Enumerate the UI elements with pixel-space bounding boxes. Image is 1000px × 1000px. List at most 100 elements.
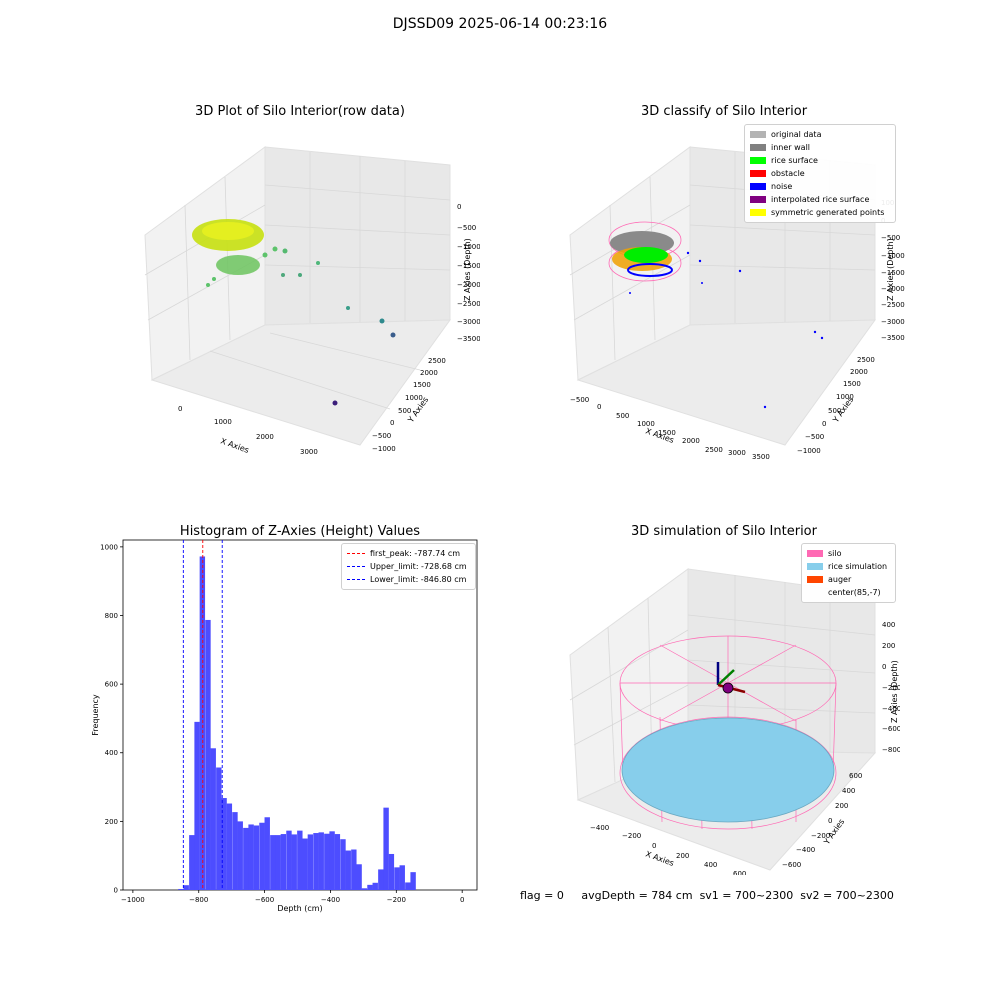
histogram-bar xyxy=(388,853,395,890)
simulation-legend-swatch xyxy=(807,576,823,583)
classify-legend-item: symmetric generated points xyxy=(750,206,890,219)
classify-ztick: −2500 xyxy=(881,301,905,309)
histogram-ylabel: Frequency xyxy=(91,694,100,736)
histogram-ytick-label: 400 xyxy=(105,749,118,757)
histogram-bar xyxy=(405,882,411,890)
histogram-bar xyxy=(259,822,265,890)
histogram-bar xyxy=(264,817,270,890)
simulation-legend-label: auger xyxy=(828,575,852,584)
simulation-legend-item: auger xyxy=(807,573,890,586)
classify-xtick: 1000 xyxy=(637,420,655,428)
raw-3d-plot: 0 −500 −1000 −1500 −2000 −2500 −3000 −35… xyxy=(144,146,480,455)
histogram-bar xyxy=(345,850,351,890)
raw-ytick: 0 xyxy=(390,419,394,427)
histogram-xtick-label: −800 xyxy=(189,896,208,904)
simulation-ytick: −600 xyxy=(782,861,801,869)
raw-ytick: 2000 xyxy=(420,369,438,377)
histogram-xtick-label: −400 xyxy=(321,896,340,904)
histogram-title: Histogram of Z-Axies (Height) Values xyxy=(179,524,421,539)
classify-legend-label: obstacle xyxy=(771,169,805,178)
raw-ytick: −500 xyxy=(372,432,391,440)
classify-legend-label: original data xyxy=(771,130,822,139)
histogram-bar xyxy=(243,827,249,890)
simulation-ztick: 200 xyxy=(882,642,895,650)
classify-ztick: −2000 xyxy=(881,285,905,293)
classify-legend-item: inner wall xyxy=(750,141,890,154)
classify-legend-swatch xyxy=(750,131,766,138)
histogram-bar xyxy=(378,869,384,890)
histogram-bar xyxy=(237,821,243,890)
histogram-legend-item: Upper_limit: -728.68 cm xyxy=(347,560,470,573)
histogram-bar xyxy=(324,833,330,890)
simulation-legend-item: silo xyxy=(807,547,890,560)
histogram-bar xyxy=(280,834,287,890)
classify-noise-ring xyxy=(627,263,673,277)
histogram-bar xyxy=(372,882,378,890)
simulation-legend-label: center(85,-7) xyxy=(828,588,881,597)
classify-legend-label: inner wall xyxy=(771,143,811,152)
histogram-ytick-label: 800 xyxy=(105,612,118,620)
raw-pane-floor xyxy=(150,319,451,446)
classify-xtick: 0 xyxy=(597,403,601,411)
histogram-bar xyxy=(189,835,195,890)
raw-ztick: −2000 xyxy=(457,281,480,289)
raw-ytick: 2500 xyxy=(428,357,446,365)
raw-x-ticks: 0 1000 2000 3000 xyxy=(178,405,318,455)
raw-ztick: −500 xyxy=(457,224,476,232)
simulation-xtick: 0 xyxy=(652,842,656,850)
simulation-gridlines xyxy=(569,575,876,783)
histogram-bar xyxy=(178,888,184,890)
classify-ztick: −500 xyxy=(881,234,900,242)
classify-ytick: 1000 xyxy=(836,393,854,401)
raw-point-cloud xyxy=(192,219,396,406)
histogram-yticks: 0 200 400 600 800 1000 xyxy=(100,543,123,895)
simulation-ytick: 400 xyxy=(842,787,855,795)
histogram-bar xyxy=(383,807,389,890)
flag-text: flag = 0 xyxy=(520,889,564,902)
classify-ztick: −1000 xyxy=(881,252,905,260)
histogram-bar xyxy=(340,839,346,890)
simulation-legend-swatch xyxy=(807,589,823,596)
classify-legend-label: rice surface xyxy=(771,156,818,165)
raw-lower-points xyxy=(216,255,260,275)
simulation-ztick: 0 xyxy=(882,663,886,671)
histogram-bar xyxy=(275,835,281,890)
histogram-xtick-label: 0 xyxy=(460,896,464,904)
histogram-bar xyxy=(351,849,357,890)
histogram-legend-item: first_peak: -787.74 cm xyxy=(347,547,470,560)
raw-ztick: −2500 xyxy=(457,300,480,308)
raw-ytick: 500 xyxy=(398,407,411,415)
simulation-ztick: −800 xyxy=(882,746,900,754)
histogram-bar xyxy=(399,865,405,890)
simulation-xtick: −200 xyxy=(622,832,641,840)
histogram-legend-label: first_peak: -787.74 cm xyxy=(370,549,461,558)
raw-xtick: 3000 xyxy=(300,448,318,455)
classify-pane-floor xyxy=(576,319,876,446)
simulation-legend-swatch xyxy=(807,563,823,570)
histogram-vlines xyxy=(182,540,223,890)
simulation-ztick: 400 xyxy=(882,621,895,629)
classify-ytick: 2000 xyxy=(850,368,868,376)
histogram-bar xyxy=(318,832,324,890)
raw-xtick: 0 xyxy=(178,405,182,413)
simulation-legend-label: rice simulation xyxy=(828,562,888,571)
raw-ztick: −3500 xyxy=(457,335,480,343)
histogram-bar xyxy=(221,798,227,890)
histogram-ytick-label: 600 xyxy=(105,681,118,689)
histogram-bar xyxy=(216,767,222,890)
simulation-ytick: 600 xyxy=(849,772,862,780)
simulation-ztick: −600 xyxy=(882,725,900,733)
classify-xtick: 1500 xyxy=(658,429,676,437)
simulation-legend-swatch xyxy=(807,550,823,557)
raw-ztick: 0 xyxy=(457,203,461,211)
histogram-bar xyxy=(205,619,211,890)
histogram-bar xyxy=(329,831,335,890)
classify-legend-item: noise xyxy=(750,180,890,193)
simulation-panel-title: 3D simulation of Silo Interior xyxy=(631,524,817,539)
classify-y-ticks: −1000 −500 0 500 1000 1500 2000 2500 xyxy=(797,356,875,455)
histogram-bar xyxy=(286,830,292,890)
histogram-xlabel: Depth (cm) xyxy=(277,904,322,913)
histogram-legend-line xyxy=(347,566,365,567)
histogram-bar xyxy=(248,824,254,890)
